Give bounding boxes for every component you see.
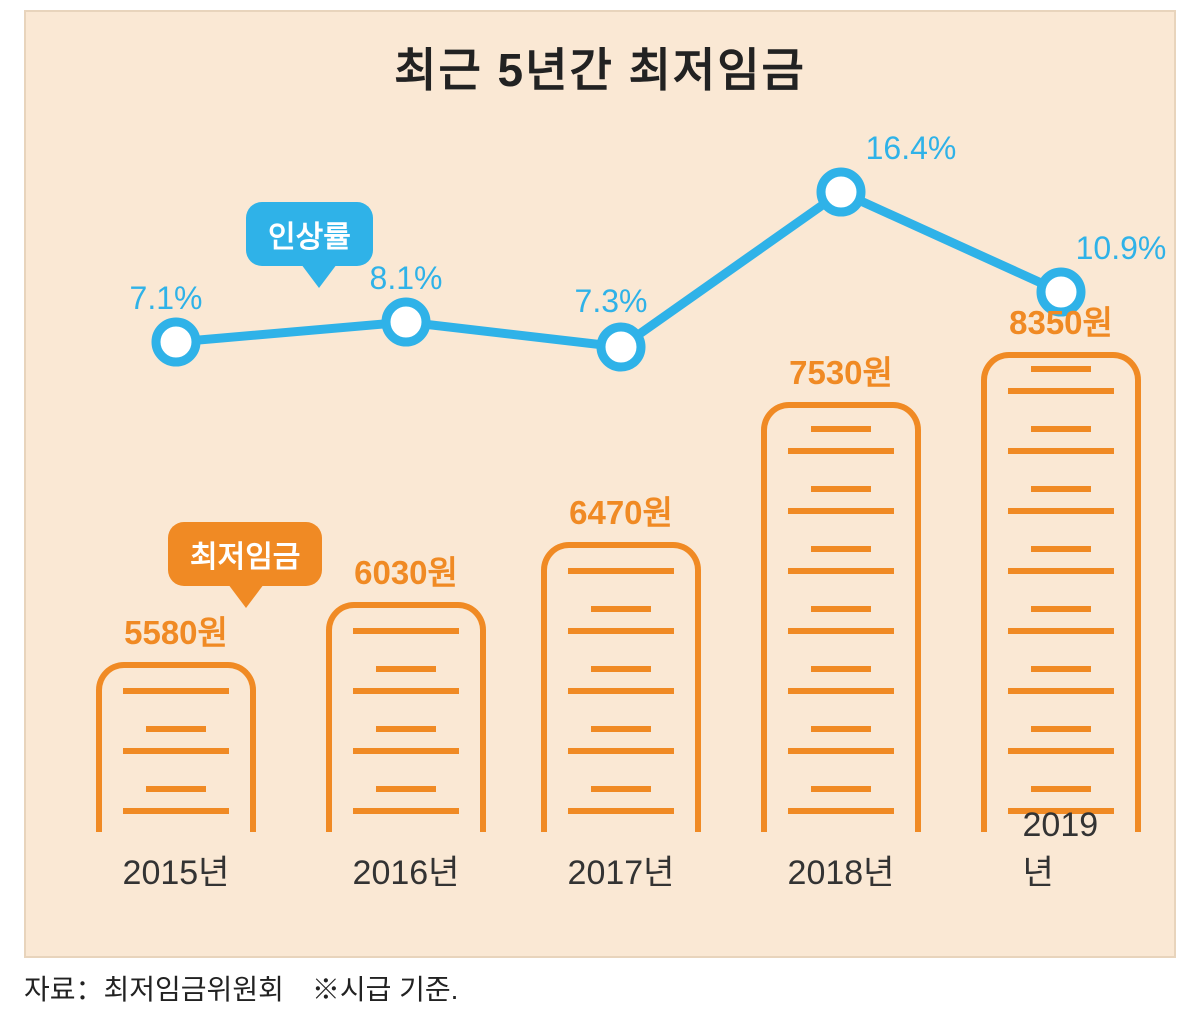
line-value-label: 7.3% xyxy=(575,283,648,320)
line-value-label: 10.9% xyxy=(1076,230,1167,267)
bar xyxy=(326,602,486,832)
bar-value-label: 8350원 xyxy=(1009,296,1113,344)
line-value-label: 16.4% xyxy=(866,130,957,167)
x-axis-label: 2017년 xyxy=(568,845,675,894)
line-marker xyxy=(156,322,196,362)
line-marker xyxy=(821,172,861,212)
bar-value-label: 5580원 xyxy=(124,606,228,654)
trend-line xyxy=(176,192,1061,347)
bar xyxy=(96,662,256,832)
bar xyxy=(541,542,701,832)
bar-value-label: 7530원 xyxy=(789,346,893,394)
line-markers xyxy=(156,172,1081,367)
bar xyxy=(981,352,1141,832)
x-axis-label: 2015년 xyxy=(123,845,230,894)
x-axis-label: 2016년 xyxy=(353,845,460,894)
line-marker xyxy=(601,327,641,367)
line-value-label: 7.1% xyxy=(130,280,203,317)
bar-value-label: 6470원 xyxy=(569,486,673,534)
plot-area: 5580원 2015년 6030원 2016년 6470원 2017년 7530원 2018년… xyxy=(66,112,1138,902)
x-axis-label: 2018년 xyxy=(788,845,895,894)
chart-panel: 최근 5년간 최저임금 인상률 최저임금 5580원2015년6030원2016… xyxy=(24,10,1176,958)
line-value-label: 8.1% xyxy=(370,260,443,297)
bar xyxy=(761,402,921,832)
bar-value-label: 6030원 xyxy=(354,546,458,594)
x-axis-label: 2019년 xyxy=(1023,806,1100,894)
line-marker xyxy=(386,302,426,342)
chart-footer: 자료：최저임금위원회 ※시급 기준. xyxy=(24,968,458,1008)
chart-title: 최근 5년간 최저임금 xyxy=(26,34,1174,100)
